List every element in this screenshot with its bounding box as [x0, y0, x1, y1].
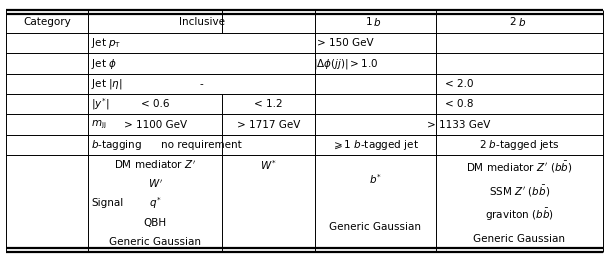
Text: no requirement: no requirement [161, 140, 242, 150]
Text: > 150 GeV: > 150 GeV [317, 38, 374, 48]
Text: $m_{\mathrm{jj}}$: $m_{\mathrm{jj}}$ [91, 118, 107, 131]
Text: $W'$: $W'$ [148, 178, 163, 190]
Text: DM mediator $Z'$ ($b\bar{b}$): DM mediator $Z'$ ($b\bar{b}$) [466, 160, 572, 175]
Text: graviton ($b\bar{b}$): graviton ($b\bar{b}$) [485, 207, 554, 223]
Text: SSM $Z'$ ($b\bar{b}$): SSM $Z'$ ($b\bar{b}$) [489, 184, 550, 199]
Text: Inclusive: Inclusive [178, 17, 225, 27]
Text: 2 $b$-tagged jets: 2 $b$-tagged jets [479, 138, 560, 152]
Text: Jet $\phi$: Jet $\phi$ [91, 57, 118, 70]
Text: Jet $|\eta|$: Jet $|\eta|$ [91, 77, 123, 91]
Text: $b$-tagging: $b$-tagging [91, 138, 143, 152]
Text: 2: 2 [510, 17, 516, 27]
Text: < 1.2: < 1.2 [254, 99, 283, 109]
Text: $|\Delta\phi(jj)| > 1.0$: $|\Delta\phi(jj)| > 1.0$ [313, 57, 378, 70]
Text: Generic Gaussian: Generic Gaussian [329, 222, 421, 232]
Text: -: - [200, 79, 203, 89]
Text: Generic Gaussian: Generic Gaussian [473, 234, 565, 244]
Text: $|y^{*}|$: $|y^{*}|$ [91, 96, 110, 112]
Text: $b$: $b$ [518, 16, 526, 28]
Text: $W^{*}$: $W^{*}$ [260, 158, 276, 172]
Text: Category: Category [23, 17, 71, 27]
Text: > 1100 GeV: > 1100 GeV [124, 119, 187, 130]
Text: > 1717 GeV: > 1717 GeV [237, 119, 300, 130]
Text: Generic Gaussian: Generic Gaussian [109, 237, 202, 247]
Text: < 0.8: < 0.8 [445, 99, 473, 109]
Text: > 1133 GeV: > 1133 GeV [427, 119, 490, 130]
Text: < 0.6: < 0.6 [141, 99, 169, 109]
Text: $\geqslant 1$ $b$-tagged jet: $\geqslant 1$ $b$-tagged jet [331, 138, 419, 152]
Text: DM mediator $Z'$: DM mediator $Z'$ [114, 159, 197, 171]
Text: QBH: QBH [144, 218, 167, 228]
Text: $b$: $b$ [373, 16, 381, 28]
Text: $q^{*}$: $q^{*}$ [149, 195, 161, 211]
Text: < 2.0: < 2.0 [445, 79, 473, 89]
Text: Jet $p_{\mathrm{T}}$: Jet $p_{\mathrm{T}}$ [91, 36, 122, 50]
Text: 1: 1 [365, 17, 372, 27]
Text: Signal: Signal [91, 198, 124, 208]
Text: $b^{*}$: $b^{*}$ [369, 172, 382, 186]
